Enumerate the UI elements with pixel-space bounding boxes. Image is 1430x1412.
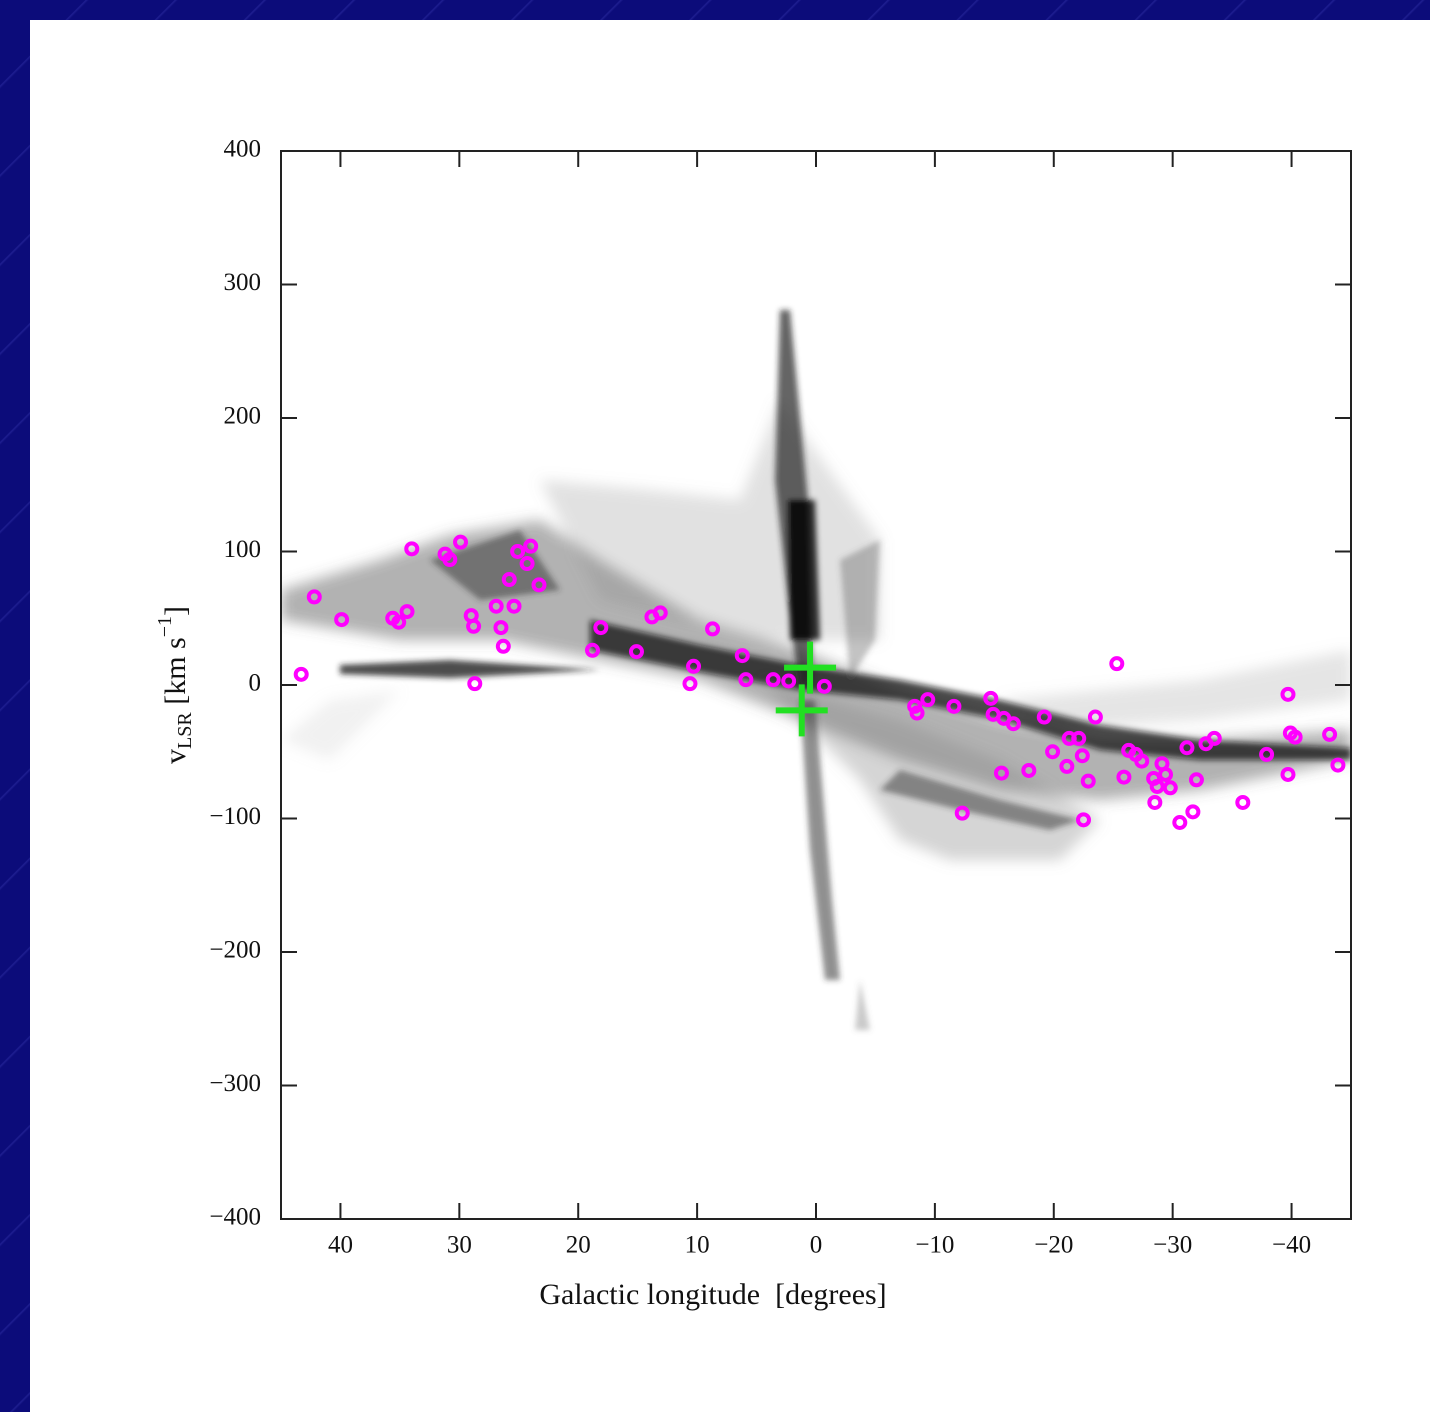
point [506,598,522,614]
point [1322,726,1338,742]
x-tick-label: −10 [915,1232,954,1259]
x-tick-label: 10 [685,1232,710,1259]
point [738,672,754,688]
y-tick-label: −300 [209,1070,261,1097]
point [1134,753,1150,769]
y-label-sup: −1 [154,616,176,637]
point [1185,804,1201,820]
x-tick-label: −30 [1153,1232,1192,1259]
y-label-unit: [km s [159,637,192,712]
point [1287,729,1303,745]
point [404,541,420,557]
point [334,612,350,628]
point [1109,656,1125,672]
point [1087,709,1103,725]
point [593,620,609,636]
point [781,673,797,689]
point [1116,769,1132,785]
x-axis-label: Galactic longitude [degrees] [539,1278,886,1311]
x-tick-label: −20 [1034,1232,1073,1259]
point [453,534,469,550]
point [501,572,517,588]
point [523,538,539,554]
point [306,589,322,605]
x-tick-label: 20 [566,1232,591,1259]
point [1330,757,1346,773]
point [519,556,535,572]
point [510,544,526,559]
y-label-close: ] [159,606,192,616]
y-label-sub: LSR [174,712,196,749]
point [734,648,750,664]
point [765,672,781,688]
y-tick-label: 300 [224,269,262,296]
point [391,614,407,630]
cross [784,641,837,694]
y-tick-label: 100 [224,536,262,563]
point [1059,758,1075,774]
point [1158,766,1174,782]
point [531,577,547,593]
point [983,690,999,706]
point [1179,740,1195,756]
emission-map [281,310,1351,1030]
point [1172,815,1188,831]
point [1188,772,1204,788]
point [1071,730,1087,746]
x-tick-label: 40 [328,1232,353,1259]
point [1206,730,1222,746]
point [584,642,600,658]
point [993,765,1009,781]
point [946,698,962,714]
y-tick-label: 400 [224,136,262,163]
point [399,604,415,620]
x-tick-label: −40 [1272,1232,1311,1259]
y-label-main: v [159,749,192,764]
y-tick-label: −100 [209,803,261,830]
point [1005,716,1021,732]
point [705,621,721,637]
point [686,658,702,674]
point [628,644,644,660]
point [1045,744,1061,760]
point [442,552,458,568]
point [466,618,482,634]
x-tick-label: 30 [447,1232,472,1259]
point [1036,709,1052,725]
point [488,598,504,614]
point [1280,766,1296,782]
point [1149,778,1165,794]
point [816,678,832,694]
y-tick-label: −200 [209,937,261,964]
y-tick-label: −400 [209,1204,261,1231]
point [493,620,509,636]
point [682,676,698,692]
point [652,605,668,621]
y-axis-label: vLSR [km s−1] [154,606,196,764]
point [1074,748,1090,764]
point [1080,773,1096,789]
point [1021,762,1037,778]
point [1280,686,1296,702]
point [1076,812,1091,828]
point [495,638,511,654]
point [1235,794,1251,810]
cross [775,684,828,737]
point [909,705,925,721]
point [920,692,936,708]
point [293,666,309,682]
point [1147,794,1163,810]
point [1259,746,1275,762]
y-tick-label: 200 [224,403,262,430]
point [954,805,970,821]
point [467,676,483,692]
x-tick-label: 0 [810,1232,823,1259]
point [1162,780,1178,796]
y-tick-label: 0 [249,670,262,697]
